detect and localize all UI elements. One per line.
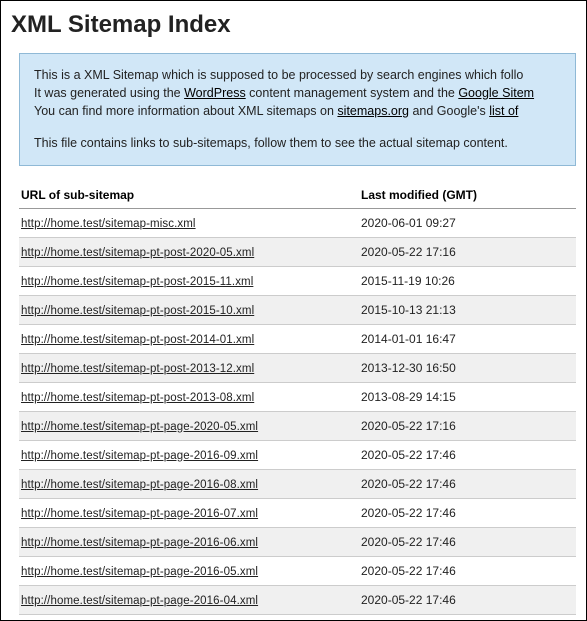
sitemap-page: XML Sitemap Index This is a XML Sitemap … xyxy=(0,0,587,621)
sub-sitemap-link[interactable]: http://home.test/sitemap-pt-page-2016-05… xyxy=(21,566,258,578)
cell-url: http://home.test/sitemap-pt-post-2020-05… xyxy=(19,237,359,266)
cell-url: http://home.test/sitemap-pt-post-2013-12… xyxy=(19,353,359,382)
notice-line2-mid: content management system and the xyxy=(246,86,459,100)
sub-sitemap-link[interactable]: http://home.test/sitemap-pt-post-2013-12… xyxy=(21,363,254,375)
sub-sitemap-link[interactable]: http://home.test/sitemap-pt-page-2020-05… xyxy=(21,421,258,433)
sitemap-table: URL of sub-sitemap Last modified (GMT) h… xyxy=(19,184,576,615)
cell-modified: 2020-05-22 17:46 xyxy=(359,498,576,527)
col-header-modified: Last modified (GMT) xyxy=(359,184,576,209)
cell-url: http://home.test/sitemap-pt-page-2016-05… xyxy=(19,556,359,585)
table-row: http://home.test/sitemap-pt-page-2016-08… xyxy=(19,469,576,498)
notice-line1: This is a XML Sitemap which is supposed … xyxy=(34,68,523,82)
table-row: http://home.test/sitemap-pt-post-2015-11… xyxy=(19,266,576,295)
sub-sitemap-link[interactable]: http://home.test/sitemap-pt-page-2016-04… xyxy=(21,595,258,607)
cell-modified: 2013-12-30 16:50 xyxy=(359,353,576,382)
table-row: http://home.test/sitemap-pt-page-2016-07… xyxy=(19,498,576,527)
sub-sitemap-link[interactable]: http://home.test/sitemap-pt-post-2020-05… xyxy=(21,247,254,259)
cell-url: http://home.test/sitemap-pt-page-2016-09… xyxy=(19,440,359,469)
cell-modified: 2020-05-22 17:16 xyxy=(359,411,576,440)
cell-modified: 2020-05-22 17:46 xyxy=(359,527,576,556)
cell-modified: 2020-05-22 17:46 xyxy=(359,469,576,498)
sub-sitemap-link[interactable]: http://home.test/sitemap-pt-post-2015-11… xyxy=(21,276,253,288)
table-row: http://home.test/sitemap-misc.xml 2020-06… xyxy=(19,208,576,237)
cell-url: http://home.test/sitemap-pt-page-2016-04… xyxy=(19,585,359,614)
cell-url: http://home.test/sitemap-pt-post-2015-11… xyxy=(19,266,359,295)
cell-url: http://home.test/sitemap-pt-page-2020-05… xyxy=(19,411,359,440)
notice-line2-pre: It was generated using the xyxy=(34,86,184,100)
table-row: http://home.test/sitemap-pt-post-2014-01… xyxy=(19,324,576,353)
table-row: http://home.test/sitemap-pt-page-2016-04… xyxy=(19,585,576,614)
notice-line3-mid: and Google's xyxy=(409,104,489,118)
cell-url: http://home.test/sitemap-pt-post-2014-01… xyxy=(19,324,359,353)
table-row: http://home.test/sitemap-pt-page-2020-05… xyxy=(19,411,576,440)
sub-sitemap-link[interactable]: http://home.test/sitemap-pt-page-2016-08… xyxy=(21,479,258,491)
cell-modified: 2020-05-22 17:46 xyxy=(359,585,576,614)
google-list-link[interactable]: list of xyxy=(489,104,518,118)
cell-modified: 2015-10-13 21:13 xyxy=(359,295,576,324)
cell-modified: 2020-05-22 17:46 xyxy=(359,556,576,585)
info-notice: This is a XML Sitemap which is supposed … xyxy=(19,53,576,166)
google-sitemap-link[interactable]: Google Sitem xyxy=(458,86,534,100)
cell-url: http://home.test/sitemap-pt-page-2016-07… xyxy=(19,498,359,527)
table-row: http://home.test/sitemap-pt-post-2013-12… xyxy=(19,353,576,382)
col-header-url: URL of sub-sitemap xyxy=(19,184,359,209)
cell-modified: 2013-08-29 14:15 xyxy=(359,382,576,411)
table-row: http://home.test/sitemap-pt-page-2016-06… xyxy=(19,527,576,556)
cell-url: http://home.test/sitemap-misc.xml xyxy=(19,208,359,237)
sub-sitemap-link[interactable]: http://home.test/sitemap-misc.xml xyxy=(21,218,196,230)
cell-modified: 2014-01-01 16:47 xyxy=(359,324,576,353)
table-row: http://home.test/sitemap-pt-page-2016-05… xyxy=(19,556,576,585)
cell-url: http://home.test/sitemap-pt-page-2016-08… xyxy=(19,469,359,498)
cell-modified: 2020-05-22 17:16 xyxy=(359,237,576,266)
sub-sitemap-link[interactable]: http://home.test/sitemap-pt-post-2014-01… xyxy=(21,334,254,346)
sub-sitemap-link[interactable]: http://home.test/sitemap-pt-page-2016-09… xyxy=(21,450,258,462)
table-row: http://home.test/sitemap-pt-post-2015-10… xyxy=(19,295,576,324)
table-row: http://home.test/sitemap-pt-post-2013-08… xyxy=(19,382,576,411)
notice-line4: This file contains links to sub-sitemaps… xyxy=(34,134,561,152)
cell-modified: 2020-05-22 17:46 xyxy=(359,440,576,469)
wordpress-link[interactable]: WordPress xyxy=(184,86,246,100)
cell-url: http://home.test/sitemap-pt-page-2016-06… xyxy=(19,527,359,556)
page-title: XML Sitemap Index xyxy=(11,11,576,39)
sub-sitemap-link[interactable]: http://home.test/sitemap-pt-post-2013-08… xyxy=(21,392,254,404)
cell-modified: 2020-06-01 09:27 xyxy=(359,208,576,237)
sub-sitemap-link[interactable]: http://home.test/sitemap-pt-page-2016-06… xyxy=(21,537,258,549)
sitemaps-org-link[interactable]: sitemaps.org xyxy=(337,104,409,118)
table-row: http://home.test/sitemap-pt-post-2020-05… xyxy=(19,237,576,266)
cell-modified: 2015-11-19 10:26 xyxy=(359,266,576,295)
table-row: http://home.test/sitemap-pt-page-2016-09… xyxy=(19,440,576,469)
cell-url: http://home.test/sitemap-pt-post-2015-10… xyxy=(19,295,359,324)
sub-sitemap-link[interactable]: http://home.test/sitemap-pt-page-2016-07… xyxy=(21,508,258,520)
sub-sitemap-link[interactable]: http://home.test/sitemap-pt-post-2015-10… xyxy=(21,305,254,317)
cell-url: http://home.test/sitemap-pt-post-2013-08… xyxy=(19,382,359,411)
notice-line3-pre: You can find more information about XML … xyxy=(34,104,337,118)
